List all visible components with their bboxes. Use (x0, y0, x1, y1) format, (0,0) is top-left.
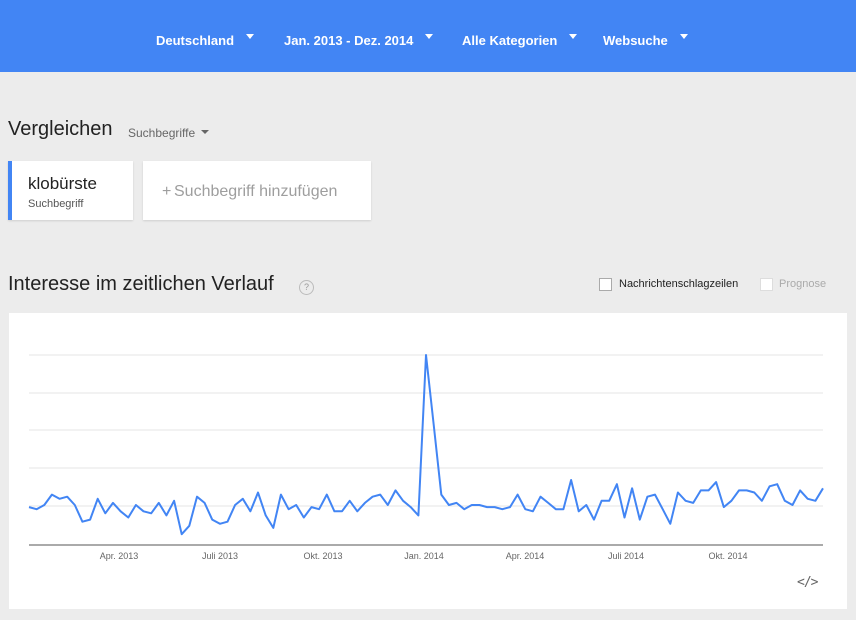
caret-down-icon (569, 34, 578, 40)
x-tick-label: Juli 2013 (202, 551, 238, 561)
embed-code-icon[interactable]: </> (797, 575, 819, 590)
caret-down-icon (246, 34, 255, 40)
interest-chart-card: Apr. 2013 Juli 2013 Okt. 2013 Jan. 2014 Apr.… (9, 313, 847, 609)
search-term-name: klobürste (28, 174, 97, 193)
news-headlines-checkbox[interactable] (599, 278, 612, 291)
add-search-term-button[interactable]: + Suchbegriff hinzufügen (143, 161, 371, 220)
x-tick-label: Juli 2014 (608, 551, 644, 561)
time-range-label: Jan. 2013 - Dez. 2014 (284, 33, 414, 48)
news-headlines-label: Nachrichtenschlagzeilen (619, 278, 739, 290)
top-filter-bar: Deutschland Jan. 2013 - Dez. 2014 Alle K… (0, 0, 856, 72)
caret-down-icon (679, 34, 688, 40)
category-dropdown[interactable]: Alle Kategorien (462, 0, 578, 72)
interest-line-chart: Apr. 2013 Juli 2013 Okt. 2013 Jan. 2014 Apr.… (28, 354, 824, 561)
search-term-card[interactable]: klobürste Suchbegriff (8, 161, 133, 220)
category-label: Alle Kategorien (462, 33, 558, 48)
compare-type-dropdown[interactable]: Suchbegriffe (128, 126, 210, 140)
search-type-label: Websuche (603, 33, 668, 48)
forecast-label: Prognose (779, 278, 827, 290)
x-tick-label: Apr. 2013 (100, 551, 139, 561)
x-tick-label: Apr. 2014 (506, 551, 545, 561)
x-tick-label: Okt. 2014 (708, 551, 747, 561)
time-range-dropdown[interactable]: Jan. 2013 - Dez. 2014 (284, 0, 434, 72)
caret-down-icon (201, 129, 210, 134)
plus-icon: + (162, 183, 172, 200)
caret-down-icon (425, 34, 434, 40)
search-type-dropdown[interactable]: Websuche (603, 0, 688, 72)
compare-title: Vergleichen (8, 118, 113, 140)
help-icon[interactable]: ? (299, 280, 314, 295)
compare-type-label: Suchbegriffe (128, 126, 196, 140)
add-search-term-label: Suchbegriff hinzufügen (174, 183, 338, 200)
region-label: Deutschland (156, 33, 235, 48)
region-dropdown[interactable]: Deutschland (156, 0, 255, 72)
series-line (28, 354, 824, 536)
interest-over-time-title: Interesse im zeitlichen Verlauf (8, 273, 274, 295)
x-tick-label: Okt. 2013 (303, 551, 342, 561)
search-term-type: Suchbegriff (28, 198, 84, 210)
forecast-checkbox[interactable] (760, 278, 773, 291)
x-tick-label: Jan. 2014 (404, 551, 444, 561)
